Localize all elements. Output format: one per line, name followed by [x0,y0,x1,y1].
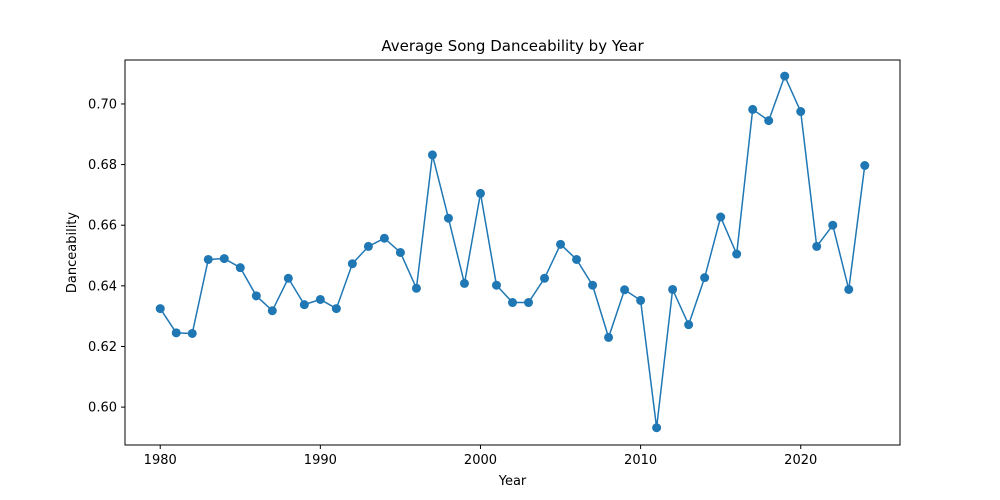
data-point [684,320,694,330]
data-point [588,280,598,290]
data-point [475,188,485,198]
data-point [267,306,277,316]
data-point [283,273,293,283]
data-point [828,220,838,230]
y-tick-label: 0.64 [88,279,117,294]
data-point [491,280,501,290]
data-point [235,263,245,273]
data-point [540,273,550,283]
plot-frame [124,59,901,446]
data-point [572,254,582,264]
data-point [508,298,517,308]
data-point [524,298,534,308]
y-tick-label: 0.70 [88,97,117,112]
data-point [636,295,646,305]
x-tick-label: 1990 [304,453,337,468]
data-point [732,249,742,259]
data-point [796,107,806,117]
data-point [203,254,213,264]
x-tick-label: 2020 [784,453,817,468]
data-point [187,328,197,338]
x-axis-label: Year [498,474,527,489]
data-point [171,328,181,338]
data-point [556,239,566,249]
data-point [155,304,165,314]
y-tick-label: 0.66 [88,219,117,234]
x-tick-label: 2000 [464,453,497,468]
y-tick-label: 0.68 [88,158,117,173]
y-axis: 0.60 0.62 0.64 0.66 0.68 0.70 [88,97,125,416]
data-point [427,150,437,160]
data-point [652,423,662,433]
data-point [363,241,373,251]
data-point [411,283,421,293]
data-point [251,291,261,301]
data-point [299,300,309,310]
data-point [716,212,726,222]
data-point [812,241,822,251]
data-point [764,116,774,126]
data-point [620,285,630,295]
data-point [331,304,341,314]
data-point [860,160,870,170]
data-point [780,71,790,81]
data-point [748,104,758,114]
data-point [347,259,357,269]
data-point [395,248,405,257]
data-point [604,332,614,342]
data-points [155,71,870,433]
data-point [443,213,453,223]
data-point [844,284,854,294]
chart-title: Average Song Danceability by Year [381,37,644,55]
data-point [219,254,229,264]
data-point [700,273,710,283]
y-tick-label: 0.62 [88,340,117,355]
data-point [459,278,469,288]
y-axis-label: Danceability [65,212,80,294]
x-tick-label: 1980 [144,453,177,468]
data-point [379,233,389,243]
series-line [159,74,866,428]
x-tick-label: 2010 [624,453,657,468]
y-tick-label: 0.60 [88,401,117,416]
data-point [668,284,678,294]
x-axis: 1980 1990 2000 2010 2020 [144,445,817,468]
data-point [315,294,325,304]
